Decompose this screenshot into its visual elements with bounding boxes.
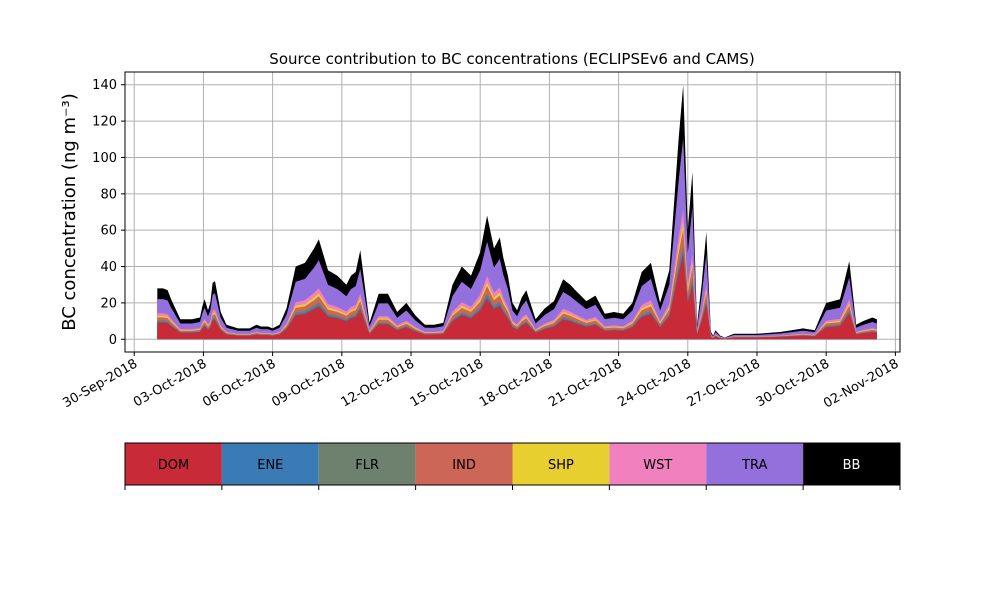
x-tick-label: 03-Oct-2018	[131, 356, 209, 410]
y-tick-label: 120	[92, 115, 117, 130]
area-series-tra	[157, 138, 877, 340]
area-series-bb	[157, 84, 877, 340]
x-tick-label: 09-Oct-2018	[269, 356, 347, 410]
area-series-flr	[157, 245, 877, 340]
legend-swatch-shp	[512, 443, 610, 485]
x-tick-label: 30-Oct-2018	[754, 356, 832, 410]
y-tick-label: 60	[100, 224, 117, 239]
x-tick-label: 24-Oct-2018	[615, 356, 693, 410]
chart-title: Source contribution to BC concentrations…	[269, 50, 754, 68]
x-tick-label: 18-Oct-2018	[477, 356, 555, 410]
x-tick-label: 06-Oct-2018	[200, 356, 278, 410]
y-axis: 0 20 40 60 80 100 120 140	[92, 78, 125, 348]
legend-label-ind: IND	[452, 458, 476, 473]
y-tick-label: 100	[92, 151, 117, 166]
area-series-ene	[157, 250, 877, 340]
y-axis-label: BC concentration (ng m⁻³)	[59, 93, 80, 331]
legend-swatch-ind	[415, 443, 513, 485]
legend-label-flr: FLR	[355, 458, 379, 473]
x-axis: 30-Sep-201803-Oct-201806-Oct-201809-Oct-…	[60, 352, 901, 411]
x-tick-label: 21-Oct-2018	[546, 356, 624, 410]
x-tick-label: 12-Oct-2018	[339, 356, 417, 410]
legend-label-wst: WST	[643, 458, 672, 473]
y-tick-label: 20	[100, 296, 117, 311]
legend-swatch-dom	[125, 443, 222, 485]
area-series-ind	[157, 229, 877, 340]
legend-swatch-flr	[318, 443, 416, 485]
legend-label-dom: DOM	[158, 458, 189, 473]
legend-swatch-ene	[221, 443, 319, 485]
x-tick-label: 27-Oct-2018	[685, 356, 763, 410]
y-tick-label: 0	[109, 333, 117, 348]
plot-frame	[124, 71, 901, 353]
legend-label-tra: TRA	[741, 458, 767, 473]
area-series-wst	[157, 209, 877, 340]
area-series-dom	[157, 255, 877, 340]
y-tick-label: 140	[92, 78, 117, 93]
x-tick-label: 15-Oct-2018	[408, 356, 486, 410]
legend-label-ene: ENE	[257, 458, 283, 473]
y-tick-label: 40	[100, 260, 117, 275]
legend-label-shp: SHP	[548, 458, 574, 473]
color-legend: DOM ENE FLR IND SHP WST TRA BB	[124, 442, 901, 490]
legend-swatch-wst	[609, 443, 707, 485]
legend-swatch-tra	[706, 443, 804, 485]
y-tick-label: 80	[100, 187, 117, 202]
x-tick-label: 02-Nov-2018	[821, 356, 901, 411]
area-series-shp	[157, 222, 877, 340]
legend-swatch-bb	[803, 443, 900, 485]
x-tick-label: 30-Sep-2018	[60, 356, 140, 411]
area-layer	[157, 84, 877, 340]
legend-label-bb: BB	[843, 458, 861, 473]
